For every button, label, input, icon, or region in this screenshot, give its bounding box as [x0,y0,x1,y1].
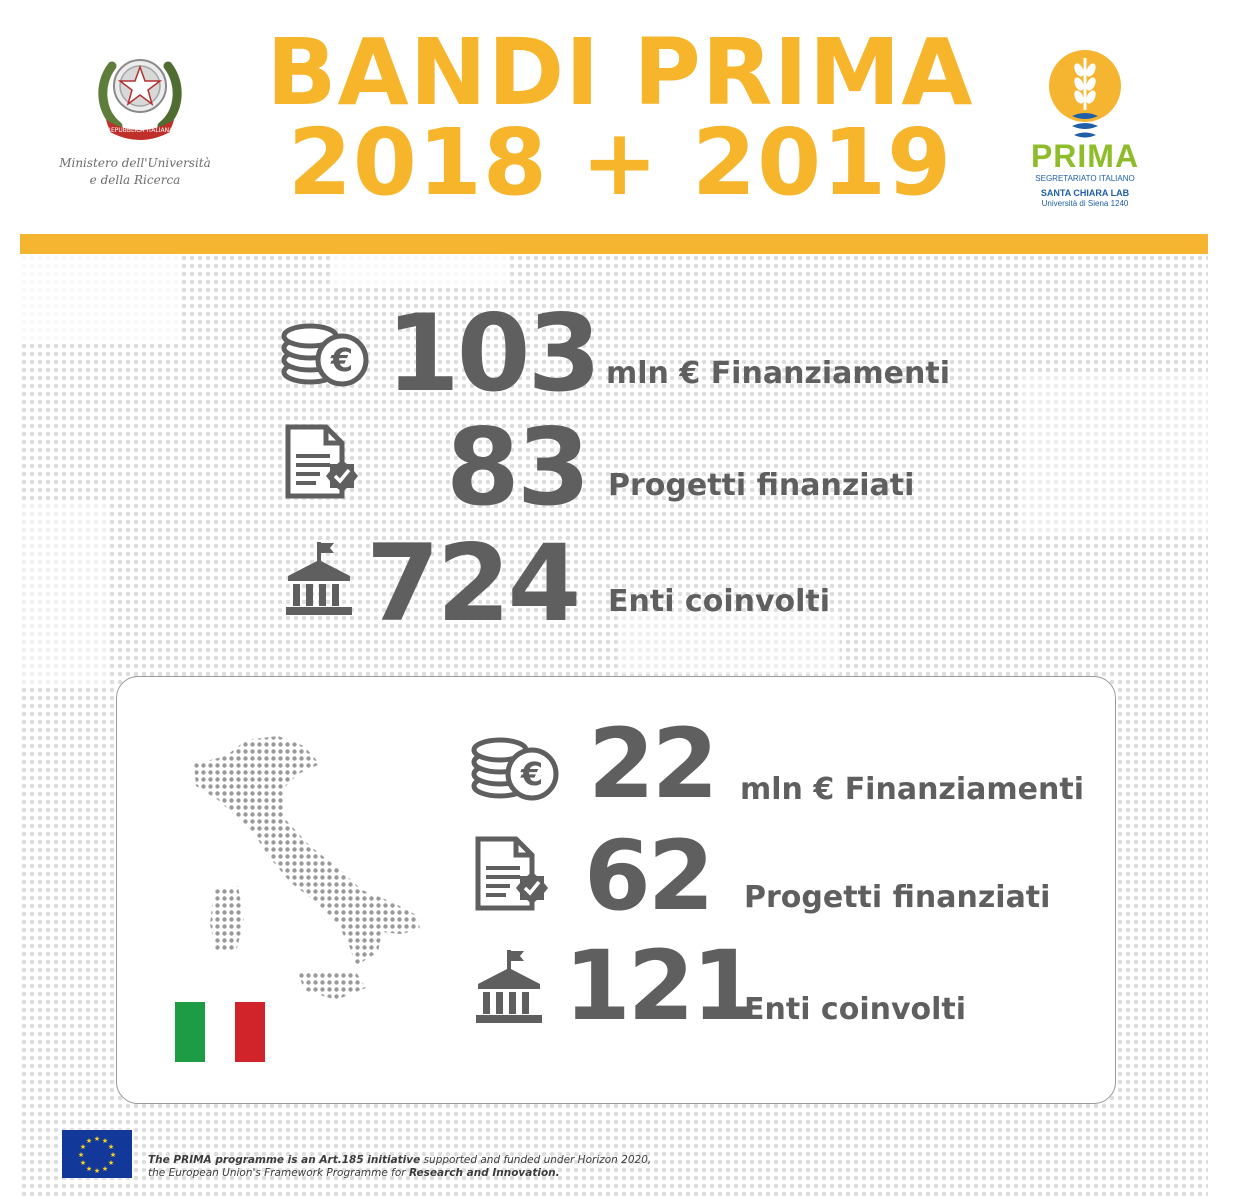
prima-logo [1010,36,1160,216]
institution-flag-icon-italy [474,948,544,1024]
prima-logo-university: Università di Siena 1240 [1041,199,1129,208]
italy-currency: € [813,772,835,807]
flag-green-stripe [175,1002,205,1062]
svg-text:★: ★ [94,1167,100,1175]
overall-funding-value: 103 [386,292,601,415]
svg-text:★: ★ [102,1165,108,1173]
footer-line-1-rest: supported and funded under Horizon 2020, [420,1154,652,1166]
italy-entities-value: 121 [564,930,758,1042]
footer-line-2-rest: the European Union's Framework Programme… [148,1167,409,1179]
document-check-icon [284,424,360,500]
coins-euro-icon: € [280,316,370,388]
svg-text:★: ★ [108,1143,114,1151]
italy-projects-label: Progetti finanziati [744,880,1051,915]
prima-logo-lab: SANTA CHIARA LAB [1040,188,1130,198]
italy-funding-label: mln € Finanziamenti [740,772,1084,807]
euro-glyph-italy: € [520,755,543,793]
footer-line-1: The PRIMA programme is an Art.185 initia… [148,1154,651,1167]
svg-text:★: ★ [80,1159,86,1167]
ministry-line-2: e della Ricerca [89,173,181,187]
institution-flag-icon [284,540,354,616]
overall-projects-label: Progetti finanziati [608,468,915,503]
footer-line-1-bold: The PRIMA programme is an Art.185 initia… [148,1154,421,1166]
overall-funding-label: mln € Finanziamenti [606,356,950,391]
italy-map-icon [194,736,420,1000]
overall-currency: € [679,356,701,391]
svg-text:★: ★ [108,1159,114,1167]
overall-projects-value: 83 [446,406,591,529]
title-line-1: BANDI PRIMA [266,19,974,126]
italy-funding-unit: mln [740,772,803,807]
world-map-mask [20,254,1208,684]
svg-text:★: ★ [102,1137,108,1145]
ministry-line-1: Ministero dell'Università [59,156,211,170]
italy-entities-label: Enti coinvolti [744,992,967,1027]
footer-disclaimer: The PRIMA programme is an Art.185 initia… [148,1154,651,1180]
svg-text:★: ★ [110,1151,116,1159]
eu-flag-icon: ★ ★ ★ ★ ★ ★ ★ ★ ★ ★ ★ ★ [62,1130,132,1178]
overall-funding-text: Finanziamenti [710,356,950,391]
coins-euro-icon-italy: € [470,730,560,802]
overall-funding-unit: mln [606,356,669,391]
prima-logo-subtitle: SEGRETARIATO ITALIANO [1035,174,1135,183]
footer-line-2-bold: Research and Innovation. [408,1167,560,1179]
svg-text:★: ★ [80,1143,86,1151]
prima-bulb-icon [1049,50,1121,138]
emblem-ribbon-text: REPUBBLICA ITALIANA [107,127,174,134]
title-line-2: 2018 + 2019 [287,109,953,216]
overall-entities-value: 724 [366,522,581,645]
svg-text:★: ★ [78,1151,84,1159]
header-divider-bar [20,234,1208,254]
italy-funding-text: Finanziamenti [844,772,1084,807]
svg-text:★: ★ [86,1137,92,1145]
flag-red-stripe [235,1002,265,1062]
italian-emblem-icon: REPUBBLICA ITALIANA [92,40,188,144]
prima-logo-name: PRIMA [1030,138,1140,174]
svg-text:★: ★ [94,1135,100,1143]
footer-line-2: the European Union's Framework Programme… [148,1167,651,1180]
ministry-name: Ministero dell'Università e della Ricerc… [40,155,230,189]
svg-text:★: ★ [86,1165,92,1173]
italy-funding-value: 22 [588,708,719,820]
flag-white-stripe [205,1002,235,1062]
italian-flag-icon [175,1002,265,1062]
italy-projects-value: 62 [584,820,715,932]
overall-entities-label: Enti coinvolti [608,584,831,619]
page-title: BANDI PRIMA 2018 + 2019 [250,19,990,216]
euro-glyph: € [330,341,353,379]
document-check-icon-italy [474,836,550,912]
